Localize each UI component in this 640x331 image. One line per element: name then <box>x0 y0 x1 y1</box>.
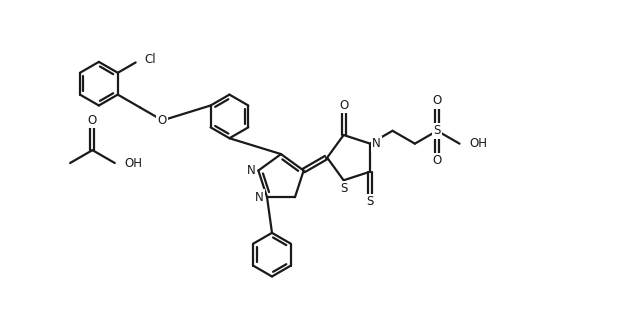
Text: O: O <box>88 114 97 127</box>
Text: S: S <box>433 124 441 137</box>
Text: O: O <box>433 154 442 167</box>
Text: N: N <box>255 191 264 204</box>
Text: O: O <box>433 94 442 108</box>
Text: Cl: Cl <box>145 53 156 66</box>
Text: N: N <box>246 164 255 177</box>
Text: O: O <box>158 114 167 127</box>
Text: O: O <box>339 99 348 112</box>
Text: OH: OH <box>125 157 143 169</box>
Text: OH: OH <box>470 137 488 150</box>
Text: S: S <box>367 195 374 208</box>
Text: S: S <box>340 182 348 195</box>
Text: N: N <box>372 137 381 150</box>
